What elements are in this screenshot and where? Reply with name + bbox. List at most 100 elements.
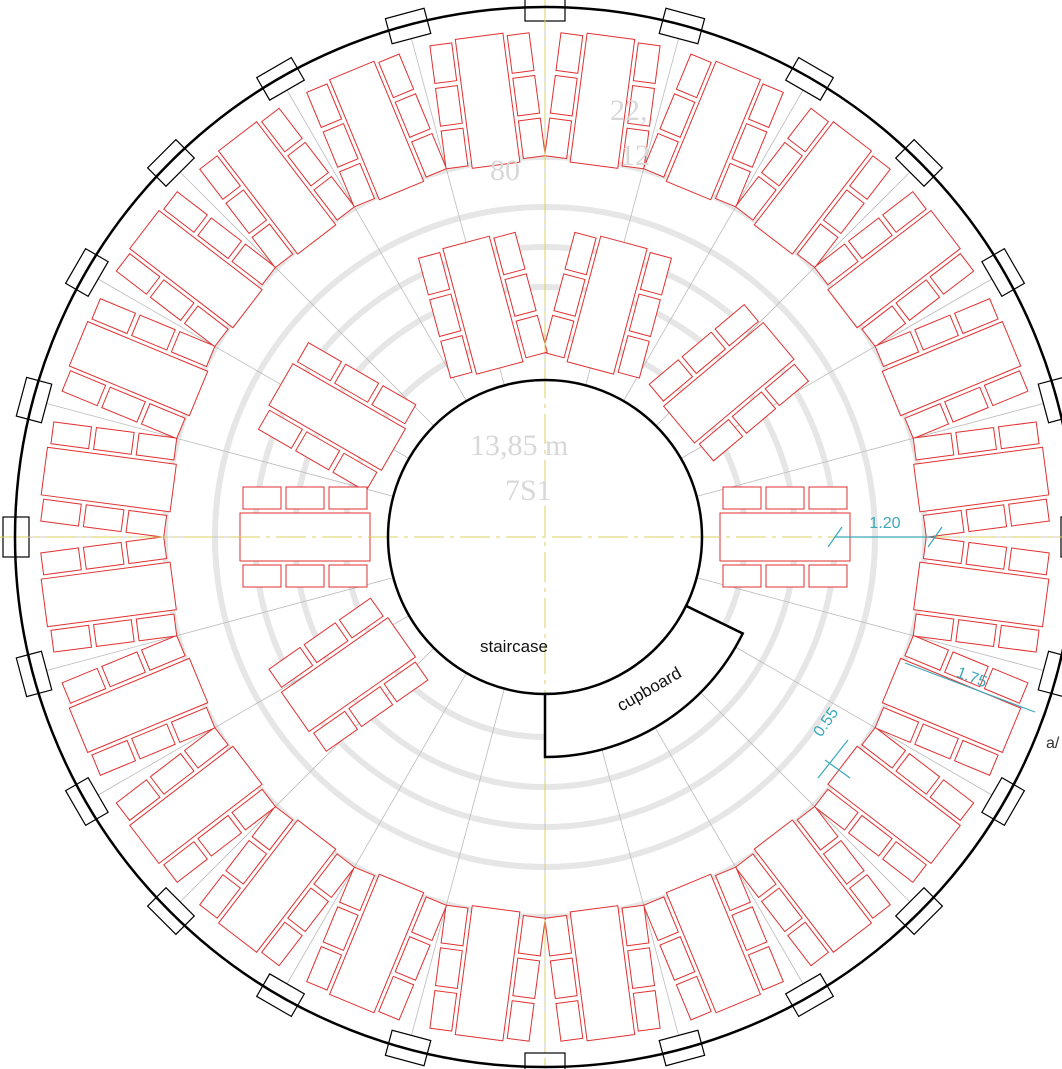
chair [306, 83, 343, 129]
margin-note: a/ [1046, 735, 1060, 752]
chair [40, 498, 82, 527]
cupboard-outline [543, 604, 745, 759]
chair [135, 613, 178, 642]
chair [734, 175, 777, 221]
chair [564, 231, 597, 276]
window [1037, 376, 1062, 424]
chair [91, 298, 137, 335]
chair [997, 421, 1040, 450]
chair [199, 155, 242, 201]
table [454, 32, 521, 169]
dim-line [817, 739, 849, 779]
chair [765, 564, 805, 588]
chair [997, 624, 1040, 653]
chair [874, 706, 920, 744]
chair [808, 486, 848, 510]
chair [125, 509, 168, 538]
chair [796, 805, 839, 851]
chair [251, 805, 294, 851]
radial-line [279, 672, 467, 997]
window [1037, 650, 1062, 698]
dim-tick [927, 526, 943, 548]
chair [512, 74, 541, 117]
table [566, 235, 648, 375]
chair [394, 936, 431, 981]
chair [1008, 498, 1050, 527]
chair [639, 251, 673, 296]
background-text: 12 [620, 139, 650, 172]
table-group [642, 53, 784, 208]
chair [93, 619, 135, 648]
chair [199, 873, 242, 919]
chair [627, 947, 656, 989]
chair [417, 251, 451, 296]
chair [50, 624, 93, 653]
chair [628, 293, 661, 338]
chair [383, 661, 429, 703]
chair [675, 975, 712, 1021]
table [217, 819, 337, 953]
chair [101, 386, 146, 423]
chair [822, 189, 865, 235]
chair [101, 651, 146, 688]
chair [642, 896, 679, 942]
chair [504, 273, 537, 317]
chair [848, 155, 891, 201]
table-group [429, 904, 546, 1042]
table-group [912, 536, 1050, 653]
chair [861, 305, 907, 348]
table-group [542, 231, 673, 379]
radial-line [32, 399, 394, 497]
chair [506, 32, 535, 74]
chair [338, 162, 376, 208]
dim-line [904, 662, 1036, 713]
chair [881, 191, 927, 234]
chair [231, 243, 277, 286]
chair [378, 975, 415, 1021]
radial-line [279, 77, 467, 402]
table [68, 320, 209, 417]
chair [722, 486, 762, 510]
table-group [115, 726, 277, 883]
chair [965, 504, 1008, 533]
chair [983, 370, 1029, 407]
chair [621, 127, 650, 170]
chair [787, 921, 830, 967]
chair [621, 904, 650, 947]
table [217, 121, 337, 255]
chair [440, 904, 469, 947]
chair [285, 486, 325, 510]
chair [659, 936, 696, 981]
background-text: 13,85 m [470, 429, 568, 462]
chair [493, 231, 526, 276]
table-group [813, 191, 975, 348]
chair [197, 217, 243, 260]
table-group [115, 191, 277, 348]
radial-line [32, 577, 394, 675]
chair [163, 191, 209, 234]
chair [131, 723, 176, 760]
chair [808, 564, 848, 588]
chair [904, 403, 950, 440]
table-group [544, 904, 661, 1042]
chair [303, 622, 349, 664]
chair [268, 646, 314, 688]
chair [955, 619, 997, 648]
chair [512, 957, 541, 1000]
chair [135, 432, 178, 461]
chair [953, 298, 999, 335]
chair [731, 123, 768, 168]
chair [549, 74, 578, 117]
chair [251, 223, 294, 269]
chair [681, 331, 727, 375]
chair [555, 32, 584, 74]
chair [295, 431, 341, 471]
window-box [1037, 650, 1062, 698]
table [665, 60, 762, 201]
table-group [874, 298, 1029, 440]
chair [922, 509, 965, 538]
table-group [306, 53, 448, 208]
chair [874, 330, 920, 368]
chair [82, 504, 125, 533]
table-group [813, 726, 975, 883]
